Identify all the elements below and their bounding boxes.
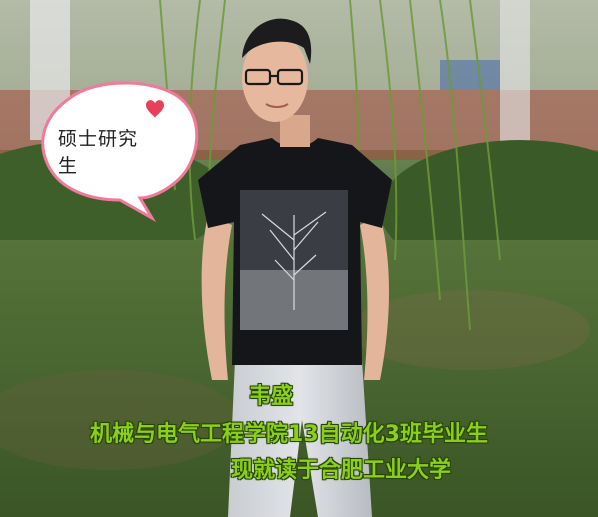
speech-bubble	[41, 81, 199, 223]
glasses	[244, 68, 304, 86]
caption-line1: 机械与电气工程学院13自动化3班毕业生	[90, 422, 488, 447]
tree-graphic	[261, 211, 327, 310]
jeans	[228, 360, 372, 517]
left-arm	[201, 215, 232, 380]
bubble-text-line1: 硕士研究	[58, 128, 139, 150]
caption-name: 韦盛	[248, 384, 293, 409]
mouth	[265, 103, 289, 108]
bubble-text: 硕士研究 生	[58, 126, 168, 180]
hair	[242, 18, 312, 64]
caption-line2: 现就读于合肥工业大学	[230, 458, 451, 483]
dirt-patch	[0, 370, 240, 470]
face	[242, 34, 308, 122]
right-arm	[360, 215, 389, 380]
building-column	[500, 0, 530, 150]
heart-icon	[146, 100, 164, 118]
bubble-text-line2: 生	[58, 155, 79, 177]
neck	[280, 115, 310, 147]
